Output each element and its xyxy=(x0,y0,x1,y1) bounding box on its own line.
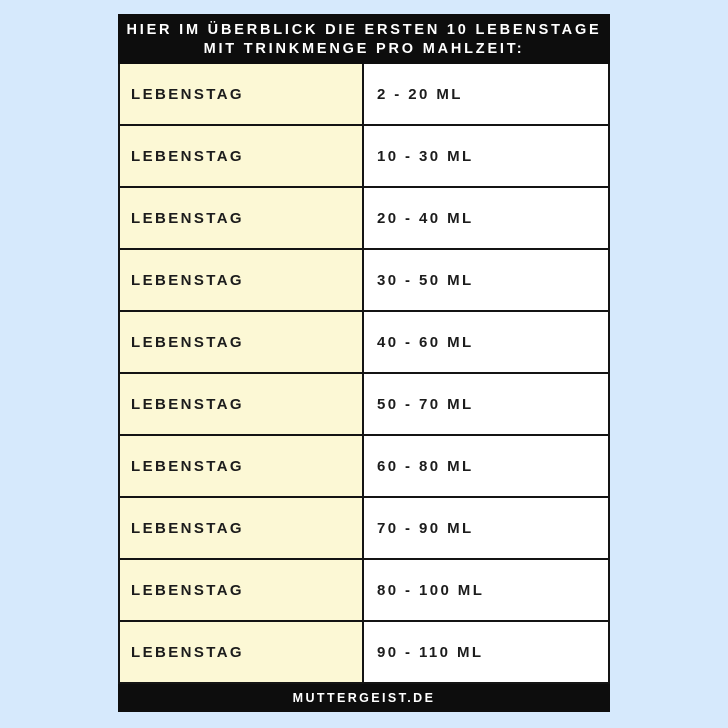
day-label-cell: LEBENSTAG xyxy=(120,250,364,310)
table-row: LEBENSTAG 20 - 40 ML xyxy=(120,188,608,250)
amount-value-cell: 10 - 30 ML xyxy=(364,126,608,186)
feeding-amount-table: LEBENSTAG 2 - 20 ML LEBENSTAG 10 - 30 ML… xyxy=(118,64,610,684)
table-row: LEBENSTAG 80 - 100 ML xyxy=(120,560,608,622)
infographic-card: HIER IM ÜBERBLICK DIE ERSTEN 10 LEBENSTA… xyxy=(118,14,610,712)
day-label-cell: LEBENSTAG xyxy=(120,188,364,248)
amount-value: 20 - 40 ML xyxy=(377,209,474,227)
day-label: LEBENSTAG xyxy=(131,271,244,289)
day-label: LEBENSTAG xyxy=(131,85,244,103)
day-label-cell: LEBENSTAG xyxy=(120,436,364,496)
amount-value: 10 - 30 ML xyxy=(377,147,474,165)
amount-value-cell: 40 - 60 ML xyxy=(364,312,608,372)
title-banner: HIER IM ÜBERBLICK DIE ERSTEN 10 LEBENSTA… xyxy=(118,14,610,64)
day-label: LEBENSTAG xyxy=(131,457,244,475)
day-label-cell: LEBENSTAG xyxy=(120,374,364,434)
table-row: LEBENSTAG 40 - 60 ML xyxy=(120,312,608,374)
day-label: LEBENSTAG xyxy=(131,395,244,413)
amount-value: 30 - 50 ML xyxy=(377,271,474,289)
table-row: LEBENSTAG 50 - 70 ML xyxy=(120,374,608,436)
day-label: LEBENSTAG xyxy=(131,147,244,165)
day-label: LEBENSTAG xyxy=(131,519,244,537)
website-banner: MUTTERGEIST.DE xyxy=(118,684,610,712)
day-label-cell: LEBENSTAG xyxy=(120,64,364,124)
amount-value-cell: 30 - 50 ML xyxy=(364,250,608,310)
amount-value: 90 - 110 ML xyxy=(377,643,484,661)
table-row: LEBENSTAG 90 - 110 ML xyxy=(120,622,608,684)
amount-value-cell: 80 - 100 ML xyxy=(364,560,608,620)
amount-value-cell: 50 - 70 ML xyxy=(364,374,608,434)
day-label: LEBENSTAG xyxy=(131,581,244,599)
amount-value-cell: 90 - 110 ML xyxy=(364,622,608,682)
amount-value-cell: 70 - 90 ML xyxy=(364,498,608,558)
table-row: LEBENSTAG 10 - 30 ML xyxy=(120,126,608,188)
title-line-2: MIT TRINKMENGE PRO MAHLZEIT: xyxy=(203,40,525,57)
day-label-cell: LEBENSTAG xyxy=(120,312,364,372)
website-url: MUTTERGEIST.DE xyxy=(292,691,436,705)
amount-value: 40 - 60 ML xyxy=(377,333,474,351)
amount-value: 80 - 100 ML xyxy=(377,581,485,599)
amount-value: 70 - 90 ML xyxy=(377,519,474,537)
table-row: LEBENSTAG 30 - 50 ML xyxy=(120,250,608,312)
day-label-cell: LEBENSTAG xyxy=(120,560,364,620)
amount-value-cell: 2 - 20 ML xyxy=(364,64,608,124)
day-label-cell: LEBENSTAG xyxy=(120,498,364,558)
table-row: LEBENSTAG 2 - 20 ML xyxy=(120,64,608,126)
amount-value: 2 - 20 ML xyxy=(377,85,463,103)
table-row: LEBENSTAG 70 - 90 ML xyxy=(120,498,608,560)
day-label: LEBENSTAG xyxy=(131,333,244,351)
title-line-1: HIER IM ÜBERBLICK DIE ERSTEN 10 LEBENSTA… xyxy=(126,21,602,38)
amount-value-cell: 20 - 40 ML xyxy=(364,188,608,248)
day-label: LEBENSTAG xyxy=(131,209,244,227)
table-row: LEBENSTAG 60 - 80 ML xyxy=(120,436,608,498)
day-label-cell: LEBENSTAG xyxy=(120,622,364,682)
amount-value: 60 - 80 ML xyxy=(377,457,474,475)
day-label-cell: LEBENSTAG xyxy=(120,126,364,186)
amount-value-cell: 60 - 80 ML xyxy=(364,436,608,496)
amount-value: 50 - 70 ML xyxy=(377,395,474,413)
day-label: LEBENSTAG xyxy=(131,643,244,661)
